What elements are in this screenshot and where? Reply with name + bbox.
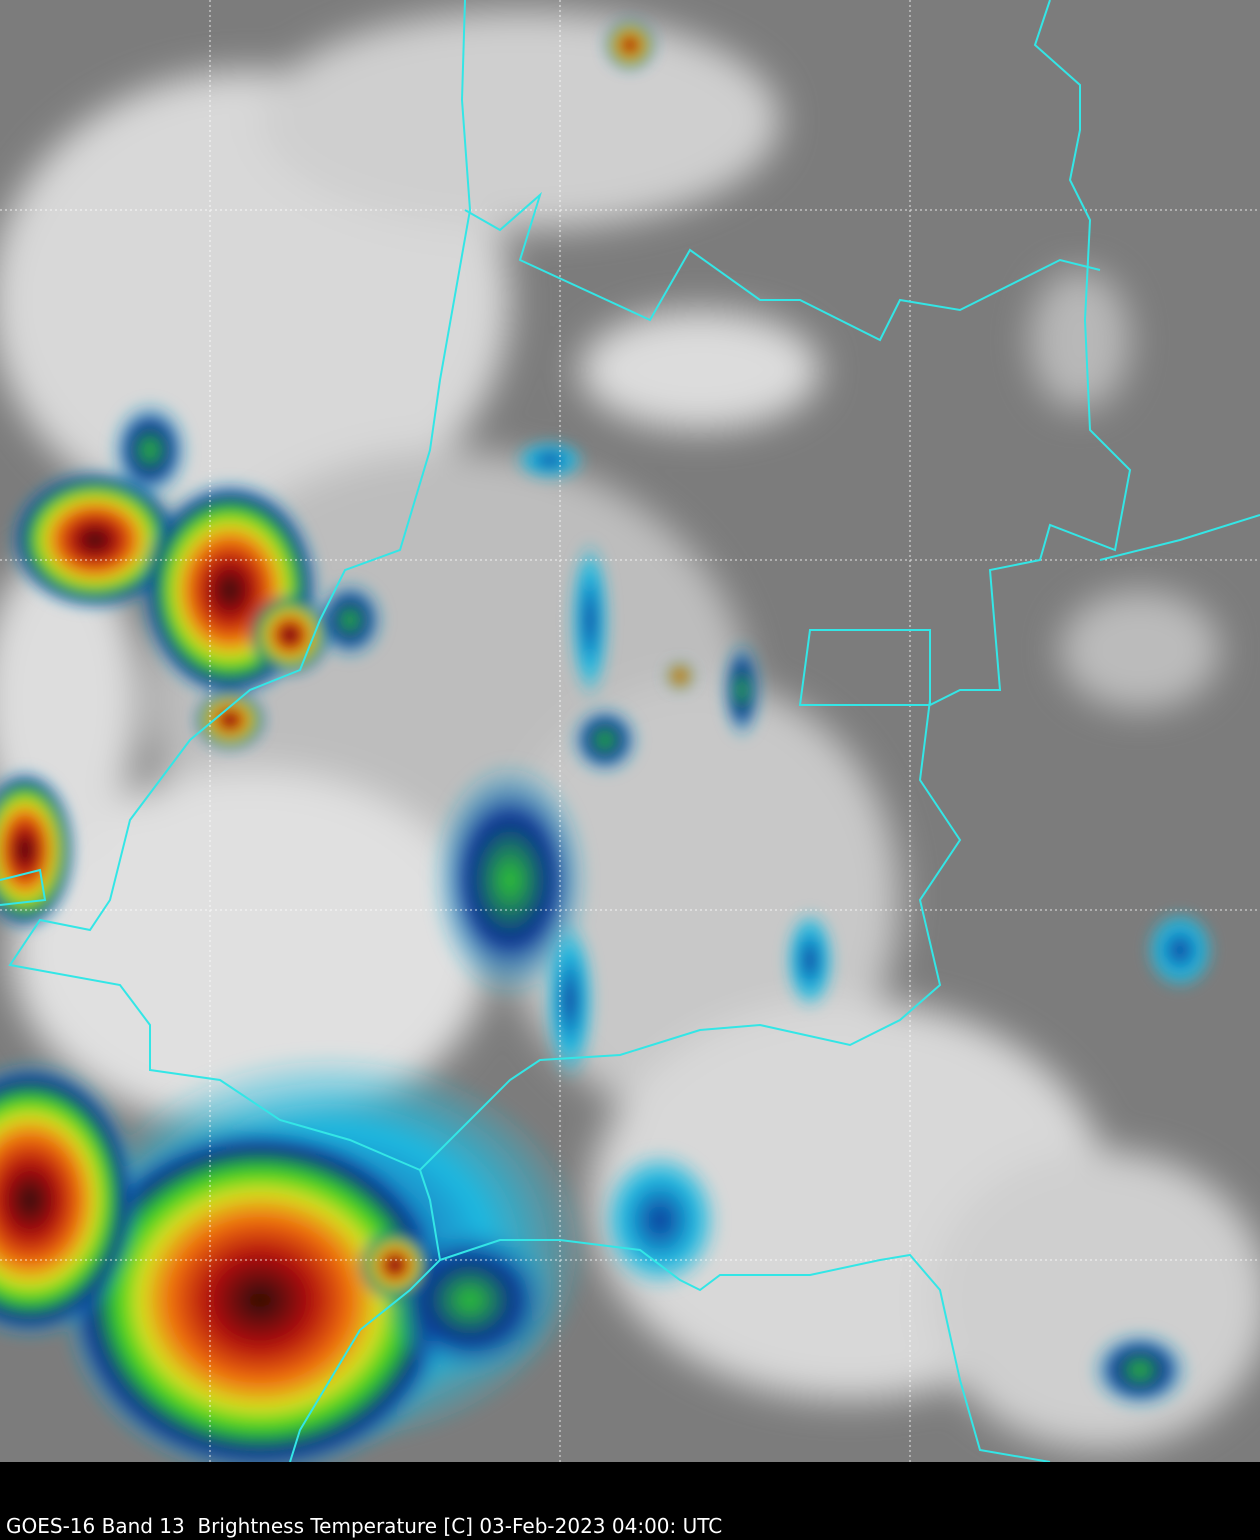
gridlines: [0, 0, 1260, 1462]
cold-cloud-tops: [0, 20, 1215, 1462]
satellite-image: [0, 0, 1260, 1462]
political-borders: [0, 0, 1260, 1462]
image-caption: GOES-16 Band 13 Brightness Temperature […: [6, 1514, 723, 1538]
